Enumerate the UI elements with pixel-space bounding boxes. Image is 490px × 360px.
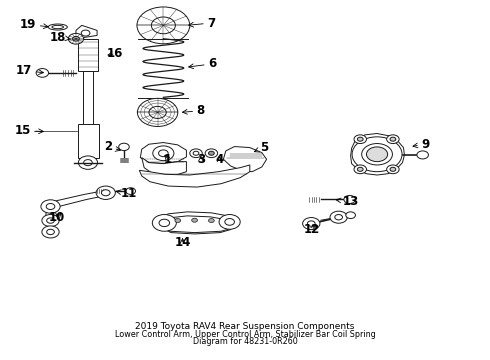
Text: Lower Control Arm, Upper Control Arm, Stabilizer Bar Coil Spring: Lower Control Arm, Upper Control Arm, St… [115,330,375,339]
Polygon shape [46,208,57,221]
Text: 8: 8 [182,104,205,117]
Circle shape [303,217,320,230]
Circle shape [84,159,92,166]
Text: 2: 2 [104,140,121,153]
Circle shape [78,156,98,169]
Text: 17: 17 [16,64,44,77]
FancyBboxPatch shape [83,71,93,126]
Circle shape [205,149,218,158]
Circle shape [47,229,54,235]
Text: 11: 11 [116,187,137,200]
Circle shape [137,7,190,44]
Polygon shape [223,147,267,172]
Text: 13: 13 [336,195,359,208]
Circle shape [101,190,110,196]
Text: 7: 7 [189,17,216,30]
Circle shape [190,149,202,158]
Text: 9: 9 [413,138,430,151]
Circle shape [387,165,399,174]
Circle shape [41,200,60,213]
Circle shape [192,218,197,222]
Polygon shape [76,25,97,39]
Circle shape [73,36,79,41]
Circle shape [159,150,168,157]
Circle shape [387,135,399,144]
Circle shape [225,219,234,225]
Circle shape [357,167,363,171]
Text: 1: 1 [164,153,172,166]
Text: 4: 4 [216,153,223,166]
Circle shape [307,221,315,226]
Circle shape [42,226,59,238]
Text: 19: 19 [20,18,48,31]
Circle shape [209,151,214,155]
Polygon shape [158,212,236,233]
Circle shape [417,151,428,159]
Circle shape [153,146,174,161]
Polygon shape [140,143,186,164]
Circle shape [346,212,355,219]
Text: 6: 6 [189,57,217,70]
Circle shape [96,186,115,199]
Circle shape [352,137,402,172]
Circle shape [119,143,129,150]
Polygon shape [142,158,186,176]
Text: 2019 Toyota RAV4 Rear Suspension Components: 2019 Toyota RAV4 Rear Suspension Compone… [135,322,355,331]
Text: 14: 14 [174,237,191,249]
Circle shape [219,215,240,229]
Text: 10: 10 [49,211,65,224]
Ellipse shape [48,24,67,30]
Circle shape [42,215,59,226]
Circle shape [330,211,347,223]
Circle shape [46,203,55,210]
Circle shape [335,215,343,220]
Circle shape [81,30,90,36]
Circle shape [47,218,54,223]
Circle shape [175,219,181,222]
Ellipse shape [52,25,64,29]
Circle shape [151,17,175,34]
FancyBboxPatch shape [78,39,98,71]
Circle shape [209,219,214,222]
Circle shape [126,188,136,194]
Text: Diagram for 48231-0R260: Diagram for 48231-0R260 [193,337,297,346]
Circle shape [159,219,170,226]
Text: 16: 16 [106,47,122,60]
Circle shape [344,195,355,203]
Circle shape [390,167,396,171]
Polygon shape [47,190,108,209]
Circle shape [354,135,367,144]
Circle shape [36,68,49,77]
Polygon shape [351,134,404,175]
Circle shape [68,33,84,44]
Circle shape [152,215,176,231]
Text: 3: 3 [197,153,205,166]
Text: 5: 5 [254,141,269,154]
FancyBboxPatch shape [78,124,98,158]
Circle shape [193,151,199,155]
Circle shape [390,137,396,141]
Circle shape [149,107,166,118]
Circle shape [354,165,367,174]
Circle shape [367,147,388,162]
Text: 15: 15 [15,124,44,137]
Polygon shape [139,165,250,187]
Circle shape [357,137,363,141]
Text: 12: 12 [304,223,320,236]
Circle shape [137,98,178,126]
Circle shape [362,144,392,165]
Text: 18: 18 [49,31,70,44]
